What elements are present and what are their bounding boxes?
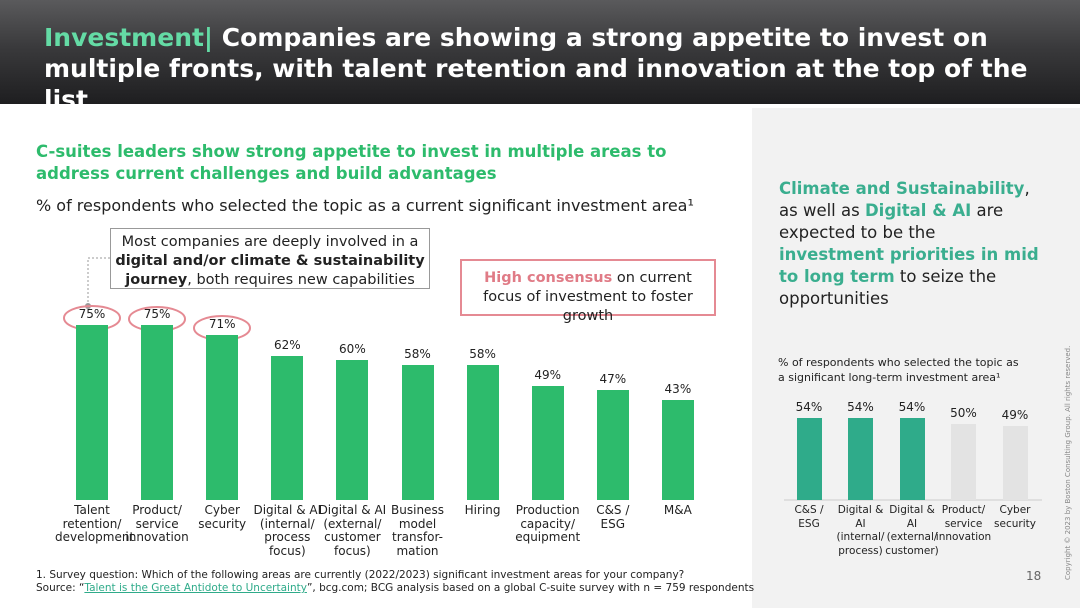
value-label: 54% [898, 399, 926, 414]
value-label: 49% [1001, 407, 1029, 422]
page-number: 18 [1026, 569, 1042, 583]
bar [271, 355, 304, 500]
value-label: 43% [664, 381, 692, 396]
title-highlight: Investment| [44, 23, 214, 52]
category-label: Digital & AI (internal/ process focus) [253, 503, 322, 558]
value-label: 50% [950, 406, 977, 420]
chart-subtitle: % of respondents who selected the topic … [778, 356, 1019, 384]
consensus-text: on current focus of investment to foster… [483, 270, 693, 324]
panel-plain: are expected to be the [779, 201, 1004, 242]
value-label: 58% [469, 346, 496, 361]
copyright: Copyright © 2023 by Boston Consulting Gr… [1064, 345, 1072, 580]
category-label: Digital & AI (internal/ process) [836, 504, 885, 557]
header-banner [0, 0, 1080, 104]
category-label: Digital & AI (external/ customer focus) [318, 503, 387, 558]
value-label: 49% [534, 367, 562, 382]
category-label: M&A [663, 503, 692, 517]
panel-plain: to seize the opportunities [779, 267, 997, 308]
source-link[interactable]: Talent is the Great Antidote to Uncertai… [84, 582, 307, 594]
value-label: 75% [143, 307, 171, 322]
value-label: 54% [847, 399, 874, 414]
bar [401, 364, 434, 500]
callout-text: , both requires new capabilities [187, 272, 415, 288]
callout-text: Most companies are deeply involved in a [121, 234, 419, 250]
category-label: Business model transfor- mation [391, 503, 444, 558]
bar [206, 334, 239, 500]
bar [1002, 425, 1028, 500]
bar [848, 417, 873, 500]
connector [87, 257, 110, 306]
callout-box: Most companies are deeply involved in a … [110, 228, 430, 289]
bar [76, 325, 108, 500]
side-panel [752, 108, 1080, 608]
bar [336, 360, 369, 500]
source-text: Source: “ [36, 582, 85, 594]
bar [951, 424, 976, 500]
category-label: C&S / ESG [794, 504, 824, 530]
chart-subtitle: % of respondents who selected the topic … [36, 196, 694, 215]
callout-emphasis: digital and/or climate & sustainability … [115, 253, 425, 288]
category-label: Hiring [464, 503, 501, 517]
consensus-emphasis: High consensus [484, 270, 613, 286]
bar [466, 364, 499, 500]
value-label: 62% [273, 337, 301, 352]
category-label: Cyber security [994, 504, 1036, 530]
panel-plain: , as well as [779, 179, 1030, 220]
panel-emphasis: investment priorities in mid to long ter… [779, 245, 1039, 286]
value-label: 71% [208, 316, 236, 331]
category-label: Product/ service innovation [935, 504, 992, 543]
value-label: 54% [795, 399, 823, 414]
category-label: Product/ service innovation [125, 503, 189, 544]
bar [531, 385, 564, 500]
title-text: Companies are showing a strong appetite … [44, 23, 1028, 114]
bar [661, 399, 694, 500]
panel-emphasis: Climate and Sustainability [779, 179, 1025, 198]
bar [596, 390, 629, 500]
source-text: ”, bcg.com; BCG analysis based on a glob… [306, 582, 755, 594]
panel-emphasis: Digital & AI [864, 201, 972, 220]
value-label: 60% [339, 342, 366, 357]
value-label: 47% [599, 372, 627, 387]
category-label: Digital & AI (external/ customer) [885, 504, 939, 557]
slide-title: Investment| Companies are showing a stro… [44, 22, 1044, 115]
consensus-box: High consensus on current focus of inves… [460, 259, 716, 324]
panel-text: Climate and Sustainability, as well as D… [779, 178, 1039, 310]
category-label: C&S / ESG [596, 503, 630, 531]
bar [141, 325, 174, 500]
value-label: 58% [404, 346, 431, 361]
category-label: Cyber security [198, 503, 247, 531]
chart-title: C-suites leaders show strong appetite to… [36, 142, 667, 183]
value-label: 75% [78, 307, 106, 322]
source: Source: “Talent is the Great Antidote to… [36, 582, 754, 594]
category-label: Talent retention/ development [55, 503, 135, 544]
footnote: 1. Survey question: Which of the followi… [36, 569, 685, 581]
bar [899, 417, 925, 500]
category-label: Production capacity/ equipment [515, 503, 581, 544]
bar [796, 417, 822, 500]
